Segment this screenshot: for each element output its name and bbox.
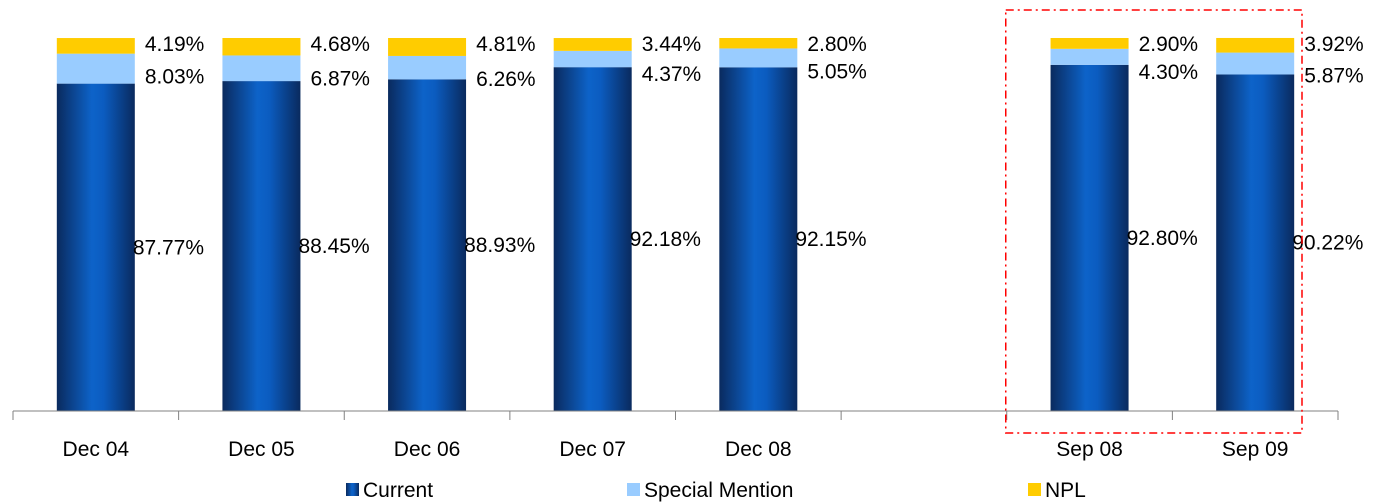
bar-npl-sep-08	[1050, 38, 1129, 49]
bar-npl-dec-07	[553, 38, 632, 51]
data-label-npl-dec-05: 4.68%	[310, 33, 370, 56]
highlight-box	[1005, 9, 1303, 434]
data-label-special-mention-dec-04: 8.03%	[145, 66, 205, 89]
bar-npl-dec-04	[56, 38, 135, 54]
data-label-special-mention-dec-07: 4.37%	[642, 63, 702, 86]
data-label-npl-dec-08: 2.80%	[807, 33, 867, 56]
bar-special-mention-dec-07	[553, 50, 632, 68]
legend-label-current: Current	[363, 479, 433, 502]
bar-special-mention-dec-08	[719, 48, 798, 68]
bar-npl-dec-08	[719, 38, 798, 49]
data-label-npl-sep-08: 2.90%	[1139, 33, 1199, 56]
bar-npl-sep-09	[1216, 37, 1295, 53]
bar-special-mention-dec-06	[388, 55, 467, 80]
x-tick-label-dec-05: Dec 05	[228, 438, 295, 461]
x-tick-label-dec-07: Dec 07	[559, 438, 626, 461]
legend-swatch-npl	[1028, 483, 1041, 496]
data-label-npl-dec-06: 4.81%	[476, 33, 536, 56]
data-label-current-dec-04: 87.77%	[133, 236, 204, 259]
x-tick-label-dec-08: Dec 08	[725, 438, 792, 461]
bar-special-mention-sep-08	[1050, 48, 1129, 65]
legend-swatch-current	[346, 483, 359, 496]
data-label-current-sep-08: 92.80%	[1127, 227, 1198, 250]
bar-current-sep-09	[1216, 74, 1295, 411]
bar-current-dec-04	[56, 83, 135, 412]
data-label-npl-dec-07: 3.44%	[642, 33, 702, 56]
bar-special-mention-dec-04	[56, 53, 135, 84]
data-label-special-mention-sep-09: 5.87%	[1304, 65, 1364, 88]
highlight-box-group	[1005, 9, 1303, 434]
x-tick-label-dec-04: Dec 04	[63, 438, 130, 461]
x-tick-label-sep-09: Sep 09	[1222, 438, 1289, 461]
bar-special-mention-sep-09	[1216, 52, 1295, 75]
legend-label-special-mention: Special Mention	[644, 479, 793, 502]
data-labels-group: 87.77% 8.03% 4.19% 88.45% 6.87% 4.68% 88.93% 6.…	[133, 33, 1364, 259]
bar-current-dec-06	[388, 79, 467, 411]
bar-npl-dec-06	[388, 38, 467, 56]
bars-group	[56, 37, 1295, 412]
data-label-current-dec-06: 88.93%	[464, 234, 535, 257]
bar-current-dec-08	[719, 67, 798, 411]
x-tick-label-dec-06: Dec 06	[394, 438, 461, 461]
data-label-current-sep-09: 90.22%	[1292, 232, 1363, 255]
bar-npl-dec-05	[222, 38, 301, 56]
bar-special-mention-dec-05	[222, 55, 301, 82]
legend-label-npl: NPL	[1045, 479, 1086, 502]
legend-swatch-special-mention	[627, 483, 640, 496]
data-label-special-mention-sep-08: 4.30%	[1139, 61, 1199, 84]
bar-current-dec-07	[553, 67, 632, 411]
data-label-special-mention-dec-05: 6.87%	[310, 67, 370, 90]
data-label-current-dec-08: 92.15%	[795, 228, 866, 251]
data-label-npl-dec-04: 4.19%	[145, 33, 205, 56]
data-label-npl-sep-09: 3.92%	[1304, 33, 1364, 56]
bar-current-sep-08	[1050, 64, 1129, 411]
data-label-current-dec-07: 92.18%	[630, 228, 701, 251]
bar-current-dec-05	[222, 81, 301, 412]
legend: Current Special Mention NPL	[346, 479, 1086, 502]
data-label-special-mention-dec-06: 6.26%	[476, 68, 536, 91]
x-tick-label-sep-08: Sep 08	[1056, 438, 1123, 461]
data-label-current-dec-05: 88.45%	[298, 235, 369, 258]
x-axis: Dec 04 Dec 05 Dec 06 Dec 07 Dec 08 Sep 08 Sep …	[12, 410, 1339, 461]
data-label-special-mention-dec-08: 5.05%	[807, 60, 867, 83]
